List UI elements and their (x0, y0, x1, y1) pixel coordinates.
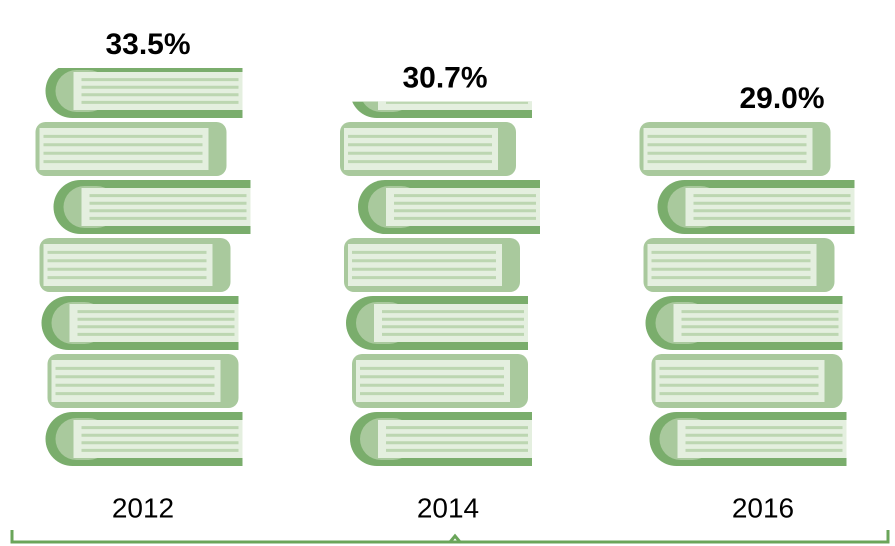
book-pages (673, 304, 843, 342)
book-pages (378, 101, 532, 110)
book-pages (374, 304, 528, 342)
value-label: 33.5% (105, 28, 190, 61)
book-pages (685, 188, 855, 226)
book-pages (378, 420, 532, 458)
book-pages (356, 360, 510, 402)
book-stack (340, 101, 540, 466)
book-stack (639, 122, 855, 466)
value-label: 29.0% (739, 82, 824, 115)
book-pages (73, 420, 243, 458)
x-tick-label: 2016 (732, 492, 794, 523)
book-pages (344, 128, 498, 170)
book-pages (643, 128, 813, 170)
book-pages (51, 360, 221, 402)
book-pages (655, 360, 825, 402)
book-pages (43, 244, 213, 286)
x-tick-label: 2012 (112, 492, 174, 523)
book-pages (386, 188, 540, 226)
x-tick-label: 2014 (417, 492, 479, 523)
book-stack (35, 68, 251, 466)
book-pages (69, 304, 239, 342)
bracket (10, 530, 890, 544)
book-pages (348, 244, 502, 286)
book-pages (647, 244, 817, 286)
book-pages (677, 420, 847, 458)
book-pages (81, 188, 251, 226)
book-pages (73, 72, 243, 110)
value-label: 30.7% (402, 62, 487, 95)
book-pages (39, 128, 209, 170)
